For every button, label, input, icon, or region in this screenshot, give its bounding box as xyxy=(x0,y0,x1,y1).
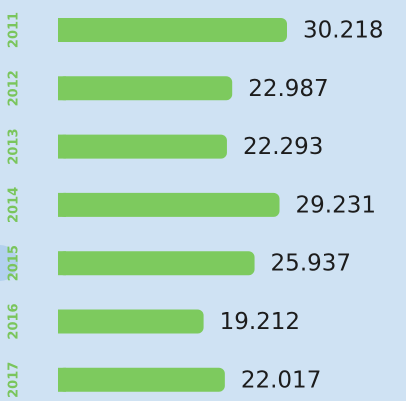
bar xyxy=(58,367,225,392)
bar-left-square xyxy=(58,18,66,42)
bar-left-square xyxy=(58,192,66,217)
category-label: 2017 xyxy=(7,362,22,398)
bar xyxy=(58,251,255,276)
value-label: 22.017 xyxy=(241,367,321,393)
bar-left-square xyxy=(58,134,66,159)
bar-left-square xyxy=(58,76,66,101)
value-label: 22.987 xyxy=(248,76,328,102)
category-label: 2014 xyxy=(7,187,22,223)
bar-left-square xyxy=(58,251,66,276)
bar xyxy=(58,18,287,42)
bar-left-square xyxy=(58,367,66,392)
bar xyxy=(58,309,204,334)
value-label: 30.218 xyxy=(303,18,383,44)
bar xyxy=(58,134,227,159)
value-label: 25.937 xyxy=(271,251,351,277)
bar xyxy=(58,76,233,101)
category-label: 2012 xyxy=(7,70,22,106)
bar xyxy=(58,192,280,217)
category-label: 2013 xyxy=(7,129,22,165)
value-label: 19.212 xyxy=(220,309,300,335)
category-label: 2016 xyxy=(7,303,22,339)
bar-left-square xyxy=(58,309,66,334)
value-label: 22.293 xyxy=(243,134,323,160)
category-label: 2015 xyxy=(7,245,22,281)
category-label: 2011 xyxy=(7,12,22,48)
value-label: 29.231 xyxy=(296,192,376,218)
decoration-circle xyxy=(0,245,18,281)
